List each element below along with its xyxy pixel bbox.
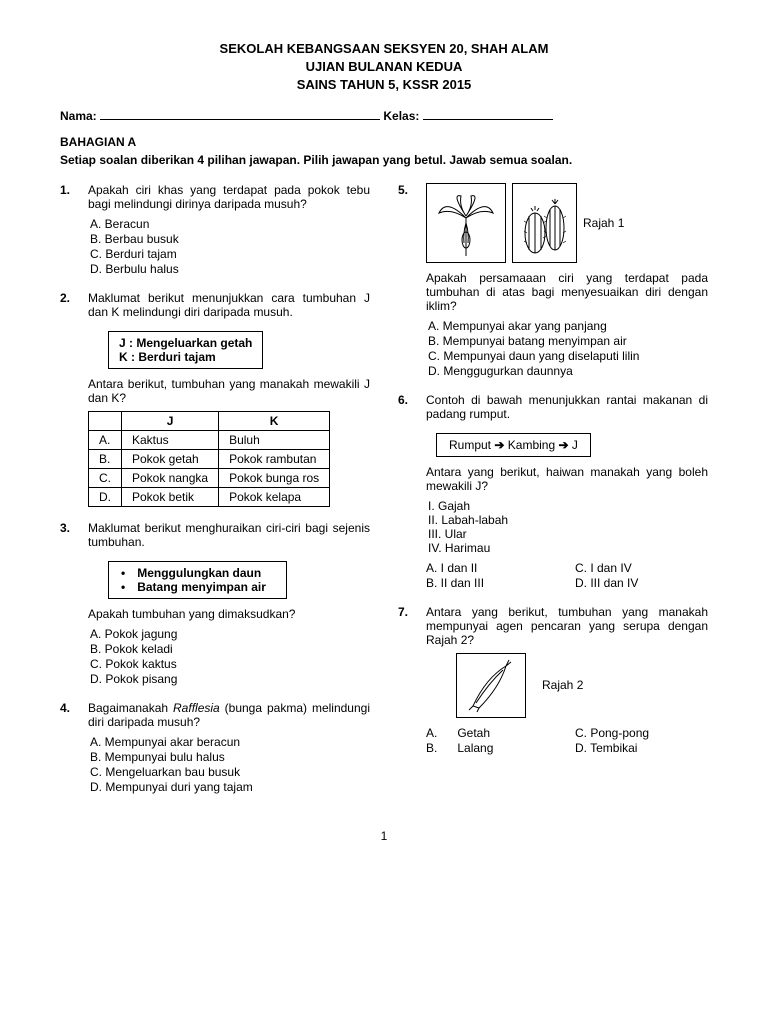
q7-opt-d[interactable]: D. Tembikai [575,741,708,755]
chain-item: J [572,438,578,452]
school-name: SEKOLAH KEBANGSAAN SEKSYEN 20, SHAH ALAM [60,40,708,58]
question-3: 3. Maklumat berikut menghuraikan ciri-ci… [60,521,370,687]
q6-roman-4: IV. Harimau [428,541,708,555]
nama-label: Nama: [60,109,97,123]
left-column: 1. Apakah ciri khas yang terdapat pada p… [60,183,370,809]
q4-opt-d[interactable]: D. Mempunyai duri yang tajam [90,780,370,794]
exam-title: UJIAN BULANAN KEDUA [60,58,708,76]
question-4: 4. Bagaimanakah Rafflesia (bunga pakma) … [60,701,370,795]
kelas-label: Kelas: [383,109,419,123]
table-row[interactable]: D.Pokok betikPokok kelapa [89,487,330,506]
q6-text: Contoh di bawah menunjukkan rantai makan… [426,393,708,421]
table-row[interactable]: A.KaktusBuluh [89,430,330,449]
q6-subtext: Antara yang berikut, haiwan manakah yang… [426,465,708,493]
q7-caption: Rajah 2 [542,678,583,692]
name-fields: Nama: Kelas: [60,109,708,123]
q7-opt-c[interactable]: C. Pong-pong [575,726,708,740]
q6-opt-a[interactable]: A. I dan II [426,561,559,575]
q6-opt-d[interactable]: D. III dan IV [575,576,708,590]
right-column: 5. [398,183,708,809]
chain-item: Rumput [449,438,491,452]
q2-box-j: J : Mengeluarkan getah [119,336,252,350]
q2-info-box: J : Mengeluarkan getah K : Berduri tajam [108,331,263,369]
cactus-icon [512,183,577,263]
q6-food-chain: Rumput ➔ Kambing ➔ J [436,433,591,457]
table-row[interactable]: B.Pokok getahPokok rambutan [89,449,330,468]
table-row[interactable]: C.Pokok nangkaPokok bunga ros [89,468,330,487]
q3-opt-d[interactable]: D. Pokok pisang [90,672,370,686]
chain-item: Kambing [508,438,555,452]
q3-opt-b[interactable]: B. Pokok keladi [90,642,370,656]
q3-num: 3. [60,521,78,687]
q5-text: Apakah persamaaan ciri yang terdapat pad… [426,271,708,313]
kelas-blank[interactable] [423,119,553,120]
q5-caption: Rajah 1 [583,216,624,230]
q3-bullet-1: Menggulungkan daun [139,566,266,580]
q1-text: Apakah ciri khas yang terdapat pada poko… [88,183,370,211]
question-1: 1. Apakah ciri khas yang terdapat pada p… [60,183,370,277]
q6-num: 6. [398,393,416,591]
q3-opt-c[interactable]: C. Pokok kaktus [90,657,370,671]
q3-text: Maklumat berikut menghuraikan ciri-ciri … [88,521,370,549]
q7-diagram: Rajah 2 [426,653,708,718]
q4-text: Bagaimanakah Rafflesia (bunga pakma) mel… [88,701,370,729]
q3-info-box: Menggulungkan daun Batang menyimpan air [108,561,287,599]
q2-text: Maklumat berikut menunjukkan cara tumbuh… [88,291,370,319]
q4-opt-c[interactable]: C. Mengeluarkan bau busuk [90,765,370,779]
q2-subtext: Antara berikut, tumbuhan yang manakah me… [88,377,370,405]
q7-text: Antara yang berikut, tumbuhan yang manak… [426,605,708,647]
exam-header: SEKOLAH KEBANGSAAN SEKSYEN 20, SHAH ALAM… [60,40,708,95]
section-instruction: Setiap soalan diberikan 4 pilihan jawapa… [60,153,708,167]
q3-subtext: Apakah tumbuhan yang dimaksudkan? [88,607,370,621]
q6-roman-2: II. Labah-labah [428,513,708,527]
q2-th-j: J [122,411,219,430]
q7-opt-a[interactable]: A. Getah [426,726,559,740]
question-7: 7. Antara yang berikut, tumbuhan yang ma… [398,605,708,756]
q2-box-k: K : Berduri tajam [119,350,252,364]
nama-blank[interactable] [100,119,380,120]
q2-num: 2. [60,291,78,507]
section-title: BAHAGIAN A [60,135,708,149]
q2-th-k: K [219,411,330,430]
q3-opt-a[interactable]: A. Pokok jagung [90,627,370,641]
q1-opt-b[interactable]: B. Berbau busuk [90,232,370,246]
q4-num: 4. [60,701,78,795]
q6-roman-1: I. Gajah [428,499,708,513]
q3-bullet-2: Batang menyimpan air [139,580,266,594]
q7-opt-b[interactable]: B. Lalang [426,741,559,755]
arrow-icon: ➔ [494,438,507,452]
q5-diagram: Rajah 1 [426,183,708,263]
q5-opt-b[interactable]: B. Mempunyai batang menyimpan air [428,334,708,348]
q5-num: 5. [398,183,416,379]
q5-opt-c[interactable]: C. Mempunyai daun yang diselaputi lilin [428,349,708,363]
page-number: 1 [60,829,708,843]
question-6: 6. Contoh di bawah menunjukkan rantai ma… [398,393,708,591]
q1-opt-a[interactable]: A. Beracun [90,217,370,231]
q1-opt-c[interactable]: C. Berduri tajam [90,247,370,261]
arrow-icon: ➔ [558,438,571,452]
q5-opt-a[interactable]: A. Mempunyai akar yang panjang [428,319,708,333]
question-2: 2. Maklumat berikut menunjukkan cara tum… [60,291,370,507]
banana-tree-icon [426,183,506,263]
seed-pod-icon [456,653,526,718]
q6-opt-b[interactable]: B. II dan III [426,576,559,590]
q7-num: 7. [398,605,416,756]
question-5: 5. [398,183,708,379]
q5-opt-d[interactable]: D. Menggugurkan daunnya [428,364,708,378]
q6-roman-3: III. Ular [428,527,708,541]
q6-opt-c[interactable]: C. I dan IV [575,561,708,575]
q1-opt-d[interactable]: D. Berbulu halus [90,262,370,276]
q4-opt-b[interactable]: B. Mempunyai bulu halus [90,750,370,764]
q1-num: 1. [60,183,78,277]
q4-opt-a[interactable]: A. Mempunyai akar beracun [90,735,370,749]
q2-answer-table: JK A.KaktusBuluh B.Pokok getahPokok ramb… [88,411,330,507]
subject-year: SAINS TAHUN 5, KSSR 2015 [60,76,708,94]
